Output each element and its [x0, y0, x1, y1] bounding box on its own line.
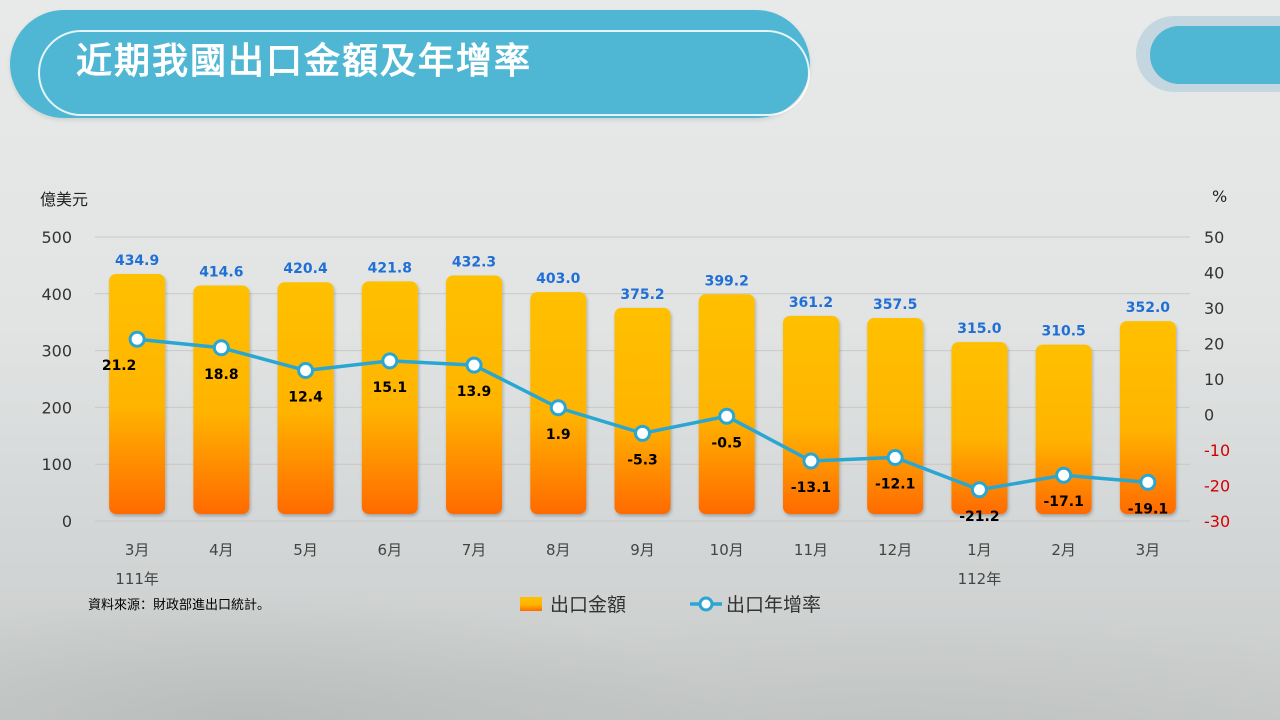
bar-value-label: 403.0	[536, 271, 581, 287]
bar-value-label: 361.2	[789, 295, 833, 311]
growth-point	[549, 399, 567, 417]
year-label: 111年	[115, 570, 159, 588]
growth-value-label: -12.1	[875, 476, 915, 492]
bar	[277, 282, 334, 514]
growth-point	[1055, 466, 1073, 484]
y2-tick-label: -20	[1204, 477, 1230, 496]
x-tick-label: 10月	[710, 541, 744, 559]
y-tick-label: 200	[41, 398, 72, 417]
legend-bar-label: 出口金額	[550, 594, 626, 616]
y2-tick-label: 30	[1204, 299, 1224, 318]
bar-value-label: 434.9	[115, 253, 159, 269]
y2-tick-label: 50	[1204, 228, 1224, 247]
y2-axis-title: %	[1212, 187, 1227, 206]
x-tick-label: 6月	[378, 541, 403, 559]
growth-point	[381, 352, 399, 370]
growth-value-label: -21.2	[959, 509, 999, 525]
growth-value-label: -17.1	[1043, 494, 1083, 510]
bar-value-label: 357.5	[873, 297, 917, 313]
page-title: 近期我國出口金額及年增率	[76, 41, 533, 82]
bar-value-label: 414.6	[199, 265, 243, 281]
bar-value-label: 352.0	[1126, 300, 1171, 316]
bar	[109, 273, 166, 514]
growth-value-label: -13.1	[791, 480, 831, 496]
growth-point	[128, 330, 146, 348]
growth-value-label: 1.9	[546, 427, 571, 443]
data-labels: 434.9 414.6 420.4 421.8 432.3 403.0 375.2 399.2…	[102, 253, 1170, 525]
y-tick-label: 300	[41, 342, 72, 361]
source-note: 資料來源：財政部進出口統計。	[88, 598, 271, 613]
y-tick-label: 400	[41, 285, 72, 304]
bar	[951, 342, 1008, 514]
bar	[193, 285, 250, 514]
growth-point	[802, 452, 820, 470]
growth-point	[886, 448, 904, 466]
x-tick-label: 9月	[630, 541, 655, 559]
y-axis-title: 億美元	[40, 190, 88, 209]
y-tick-label: 0	[62, 512, 72, 531]
legend-bar-swatch	[520, 597, 542, 611]
bar	[698, 294, 755, 514]
y2-tick-label: 10	[1204, 370, 1224, 389]
y2-tick-label: 20	[1204, 335, 1224, 354]
x-tick-label: 3月	[125, 541, 150, 559]
growth-value-label: 18.8	[204, 367, 239, 383]
bar-value-label: 421.8	[368, 260, 412, 276]
y2-tick-label: 40	[1204, 264, 1224, 283]
x-tick-label: 12月	[878, 541, 912, 559]
bar	[614, 307, 671, 514]
growth-point	[297, 361, 315, 379]
growth-point	[1139, 473, 1157, 491]
x-tick-label: 7月	[462, 541, 487, 559]
x-tick-label: 4月	[209, 541, 234, 559]
growth-value-label: 21.2	[102, 358, 137, 374]
y2-tick-label: -30	[1204, 512, 1230, 531]
growth-point	[634, 424, 651, 442]
growth-value-label: -5.3	[627, 452, 658, 468]
growth-point	[212, 339, 230, 357]
bar	[446, 275, 503, 514]
bar-value-label: 432.3	[452, 254, 496, 270]
x-tick-label: 11月	[794, 541, 828, 559]
growth-value-label: -0.5	[711, 435, 742, 451]
growth-value-label: 13.9	[457, 384, 492, 400]
y-tick-label: 500	[41, 228, 72, 247]
bar-value-label: 399.2	[705, 273, 749, 289]
year-label: 112年	[958, 570, 1002, 588]
growth-point	[970, 481, 988, 499]
y2-tick-label: 0	[1204, 406, 1214, 425]
x-tick-label: 1月	[967, 541, 992, 559]
bar	[1119, 321, 1176, 514]
bar-value-label: 375.2	[620, 287, 664, 303]
title-banner	[10, 10, 810, 118]
x-tick-label: 3月	[1136, 541, 1161, 559]
title-banner-border	[38, 30, 810, 116]
x-tick-label: 2月	[1051, 541, 1076, 559]
growth-value-label: 15.1	[373, 380, 408, 396]
growth-point	[718, 407, 736, 425]
bar-value-label: 420.4	[283, 261, 328, 277]
bar	[867, 317, 924, 514]
x-tick-label: 5月	[293, 541, 318, 559]
bar-value-label: 310.5	[1042, 324, 1086, 340]
decor-pill-inner	[1150, 26, 1280, 84]
legend-line-label: 出口年增率	[726, 594, 821, 616]
legend-line-marker	[698, 596, 714, 612]
growth-value-label: 12.4	[288, 389, 323, 405]
bar	[361, 281, 418, 514]
bar	[1035, 344, 1092, 514]
bar-value-label: 315.0	[957, 321, 1002, 337]
growth-point	[465, 356, 483, 374]
bar	[782, 315, 839, 514]
legend: 出口金額 出口年增率	[520, 594, 821, 616]
x-tick-label: 8月	[546, 541, 571, 559]
growth-line	[128, 330, 1157, 499]
growth-value-label: -19.1	[1128, 501, 1168, 517]
bars	[109, 273, 1176, 514]
y-tick-label: 100	[41, 455, 72, 474]
y2-tick-label: -10	[1204, 441, 1230, 460]
